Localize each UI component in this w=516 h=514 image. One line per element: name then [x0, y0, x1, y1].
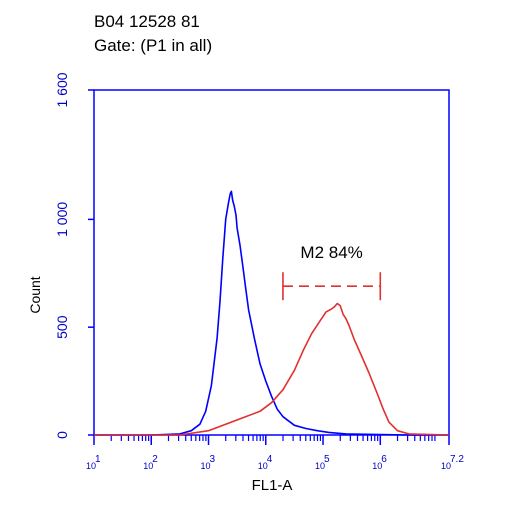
- series-line: [94, 302, 450, 436]
- chart-title-line1: B04 12528 81: [94, 12, 200, 31]
- x-tick-label-exp: 1: [95, 454, 101, 465]
- y-tick-label: 1 000: [54, 202, 70, 237]
- x-tick-label-base: 10: [441, 461, 451, 471]
- x-tick-label-exp: 7.2: [450, 454, 464, 465]
- y-tick-label: 1 600: [54, 72, 70, 107]
- plot-frame: [93, 89, 450, 436]
- marker-layer: M2 84%: [282, 243, 382, 301]
- x-tick-label-base: 10: [201, 461, 211, 471]
- x-tick-label-exp: 4: [267, 454, 273, 465]
- x-tick-label-base: 10: [258, 461, 268, 471]
- marker-label: M2 84%: [300, 243, 362, 262]
- x-tick-label-base: 10: [143, 461, 153, 471]
- series-line: [94, 190, 449, 436]
- x-tick-label-exp: 5: [324, 454, 330, 465]
- x-axis-label: FL1-A: [252, 477, 293, 494]
- x-tick-label-exp: 2: [152, 454, 158, 465]
- x-tick-label-base: 10: [372, 461, 382, 471]
- y-axis-label: Count: [27, 276, 43, 313]
- x-tick-label-base: 10: [315, 461, 325, 471]
- x-tick-label-exp: 6: [381, 454, 387, 465]
- y-tick-label: 500: [54, 315, 70, 339]
- x-tick-label-exp: 3: [210, 454, 216, 465]
- chart-title-line2: Gate: (P1 in all): [94, 36, 212, 55]
- series-layer: [94, 190, 450, 436]
- y-axis-ticks: 0 500 1 000 1 600: [54, 72, 94, 439]
- y-tick-label: 0: [54, 431, 70, 439]
- x-tick-label-base: 10: [86, 461, 96, 471]
